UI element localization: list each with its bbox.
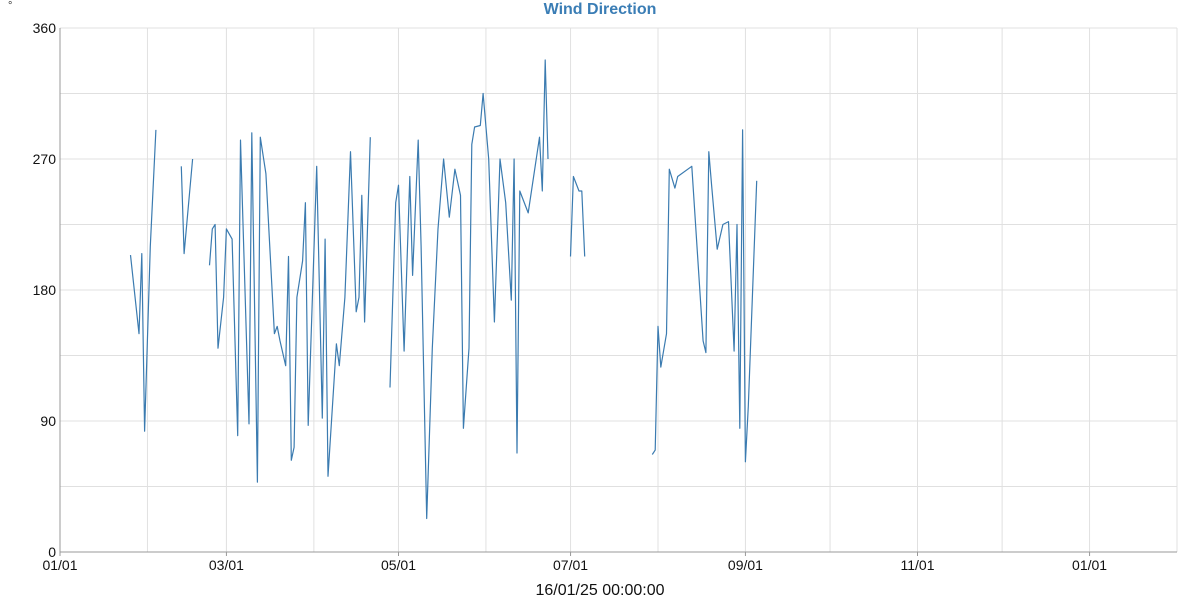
wind-direction-line-segment (208, 132, 371, 483)
chart-title: Wind Direction (543, 1, 657, 18)
wind-direction-line-segment (569, 175, 586, 257)
crosshair-timestamp: 16/01/25 00:00:00 (535, 582, 665, 599)
x-tick-label: 01/01 (1072, 557, 1107, 573)
x-tick-label: 09/01 (728, 557, 763, 573)
x-tick-label: 03/01 (209, 557, 244, 573)
y-tick-label: 360 (33, 20, 57, 36)
wind-direction-line-segment (180, 158, 194, 255)
x-tick-label: 07/01 (553, 557, 588, 573)
y-tick-label: 270 (33, 151, 57, 167)
y-tick-label: 0 (48, 544, 56, 560)
x-tick-label: 11/01 (900, 557, 934, 573)
wind-direction-line-segment (389, 59, 549, 520)
wind-direction-line-segment (129, 129, 157, 432)
y-axis-unit: ° (8, 0, 13, 12)
x-tick-label: 05/01 (381, 557, 416, 573)
y-tick-label: 90 (40, 413, 56, 429)
x-tick-label: 01/01 (42, 557, 77, 573)
wind-direction-line-segment (651, 129, 758, 463)
y-tick-label: 180 (33, 282, 57, 298)
